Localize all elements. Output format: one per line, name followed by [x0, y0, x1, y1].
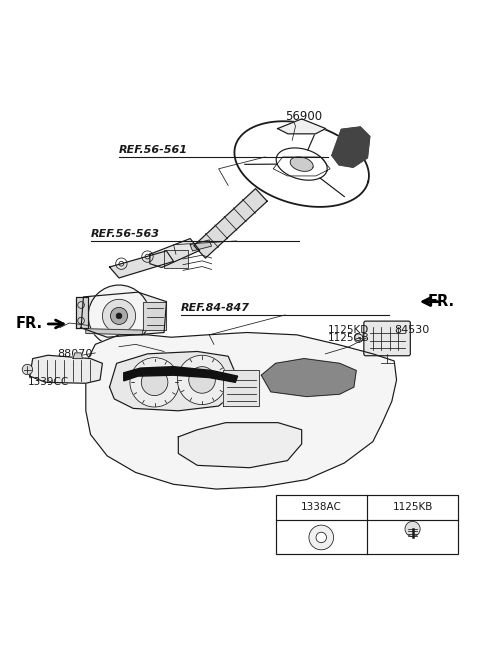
Polygon shape [86, 329, 143, 335]
Polygon shape [73, 353, 83, 358]
Text: 88070: 88070 [57, 349, 93, 359]
Bar [276, 495, 458, 554]
Text: 1339CC: 1339CC [27, 377, 69, 387]
Circle shape [116, 313, 122, 319]
Circle shape [178, 355, 227, 404]
Polygon shape [81, 292, 167, 337]
Circle shape [130, 358, 179, 407]
Polygon shape [179, 423, 301, 467]
Polygon shape [290, 157, 313, 172]
Text: REF.84-847: REF.84-847 [180, 303, 250, 313]
Text: 84530: 84530 [394, 325, 430, 334]
Circle shape [189, 366, 216, 393]
Text: REF.56-561: REF.56-561 [119, 144, 188, 154]
Bar [164, 251, 188, 267]
Polygon shape [223, 370, 259, 406]
Circle shape [309, 525, 334, 550]
Polygon shape [277, 119, 326, 134]
Polygon shape [30, 355, 102, 383]
Text: REF.56-563: REF.56-563 [91, 229, 159, 239]
Circle shape [354, 334, 363, 342]
Polygon shape [261, 358, 356, 396]
Text: 1338AC: 1338AC [301, 502, 342, 512]
Polygon shape [109, 352, 235, 411]
Circle shape [88, 285, 150, 346]
Polygon shape [150, 239, 200, 267]
Bar [345, 156, 357, 162]
Polygon shape [332, 127, 370, 168]
Circle shape [316, 532, 326, 543]
Circle shape [141, 369, 168, 396]
Text: 1125KB: 1125KB [392, 502, 433, 512]
Text: FR.: FR. [427, 294, 455, 309]
Polygon shape [194, 189, 267, 258]
Bar [345, 147, 357, 153]
Text: FR.: FR. [15, 317, 43, 331]
Polygon shape [86, 332, 396, 489]
Circle shape [22, 364, 33, 374]
Circle shape [102, 299, 136, 332]
FancyBboxPatch shape [364, 321, 410, 356]
Bar [345, 138, 357, 144]
Polygon shape [124, 366, 238, 382]
Text: 56900: 56900 [285, 110, 322, 123]
Polygon shape [143, 302, 167, 330]
Circle shape [110, 307, 128, 325]
Polygon shape [76, 297, 88, 328]
Polygon shape [109, 251, 174, 278]
Text: 1125KD: 1125KD [328, 325, 369, 334]
Text: 1125GB: 1125GB [328, 332, 370, 342]
Circle shape [405, 521, 420, 537]
Polygon shape [190, 240, 212, 251]
